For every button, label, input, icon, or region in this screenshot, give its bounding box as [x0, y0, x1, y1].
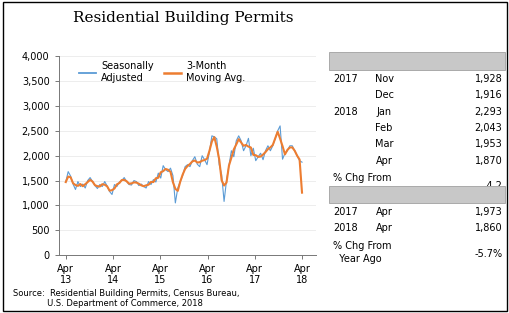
Text: 1,916: 1,916 [474, 90, 501, 100]
Text: Jan: Jan [376, 107, 391, 117]
Text: Feb: Feb [375, 123, 392, 133]
Text: Residential Building Permits: Residential Building Permits [73, 11, 293, 25]
Text: 1,953: 1,953 [474, 139, 501, 149]
Text: Mar: Mar [374, 139, 392, 149]
Text: -5.7%: -5.7% [473, 249, 501, 259]
Text: 1,928: 1,928 [474, 74, 501, 84]
Text: 2017: 2017 [332, 74, 357, 84]
Text: 1,973: 1,973 [474, 207, 501, 217]
Text: unadjusted: unadjusted [389, 190, 443, 199]
Text: Source:  Residential Building Permits, Census Bureau,
             U.S. Departme: Source: Residential Building Permits, Ce… [13, 289, 239, 308]
Text: Dec: Dec [374, 90, 393, 100]
Text: seasonally adjusted: seasonally adjusted [367, 56, 465, 66]
Text: -4.2: -4.2 [483, 181, 501, 191]
Text: Apr: Apr [375, 223, 392, 233]
Text: 1,870: 1,870 [474, 156, 501, 166]
Text: 2,293: 2,293 [473, 107, 501, 117]
Text: 2018: 2018 [332, 107, 357, 117]
Text: Apr: Apr [375, 156, 392, 166]
Text: 2,043: 2,043 [474, 123, 501, 133]
Text: Apr: Apr [375, 207, 392, 217]
Text: 1,860: 1,860 [474, 223, 501, 233]
Text: 2017: 2017 [332, 207, 357, 217]
Text: % Chg From
  Month Ago: % Chg From Month Ago [332, 173, 391, 197]
Text: Nov: Nov [374, 74, 393, 84]
Legend: Seasonally
Adjusted, 3-Month
Moving Avg.: Seasonally Adjusted, 3-Month Moving Avg. [79, 61, 245, 83]
Text: % Chg From
  Year Ago: % Chg From Year Ago [332, 241, 391, 264]
Text: 2018: 2018 [332, 223, 357, 233]
